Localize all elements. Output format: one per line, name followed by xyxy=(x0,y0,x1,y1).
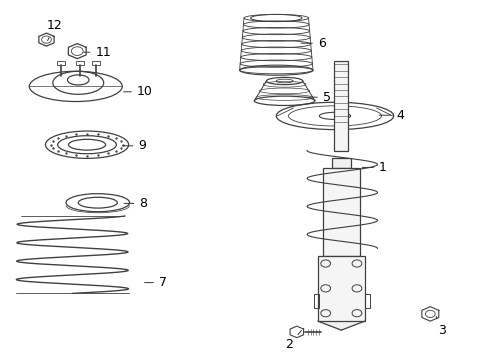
Polygon shape xyxy=(289,326,303,338)
Text: 10: 10 xyxy=(123,85,152,98)
Text: 5: 5 xyxy=(305,91,330,104)
Polygon shape xyxy=(317,321,364,330)
Polygon shape xyxy=(39,33,54,46)
Text: 8: 8 xyxy=(124,197,147,210)
Text: 6: 6 xyxy=(301,37,325,50)
Bar xyxy=(317,256,364,321)
Bar xyxy=(322,168,359,256)
Bar xyxy=(313,294,318,308)
Bar xyxy=(92,61,100,65)
Text: 12: 12 xyxy=(46,19,62,41)
Bar xyxy=(334,61,347,151)
Text: 7: 7 xyxy=(144,276,166,289)
Text: 2: 2 xyxy=(285,330,301,351)
Bar xyxy=(364,294,369,308)
Bar xyxy=(331,158,350,168)
Bar xyxy=(76,61,83,65)
Text: 11: 11 xyxy=(83,46,111,59)
Text: 1: 1 xyxy=(362,161,386,174)
Text: 4: 4 xyxy=(379,109,403,122)
Polygon shape xyxy=(421,307,438,321)
Bar xyxy=(57,61,65,65)
Text: 9: 9 xyxy=(122,139,146,152)
Polygon shape xyxy=(68,44,86,59)
Text: 3: 3 xyxy=(435,316,445,337)
